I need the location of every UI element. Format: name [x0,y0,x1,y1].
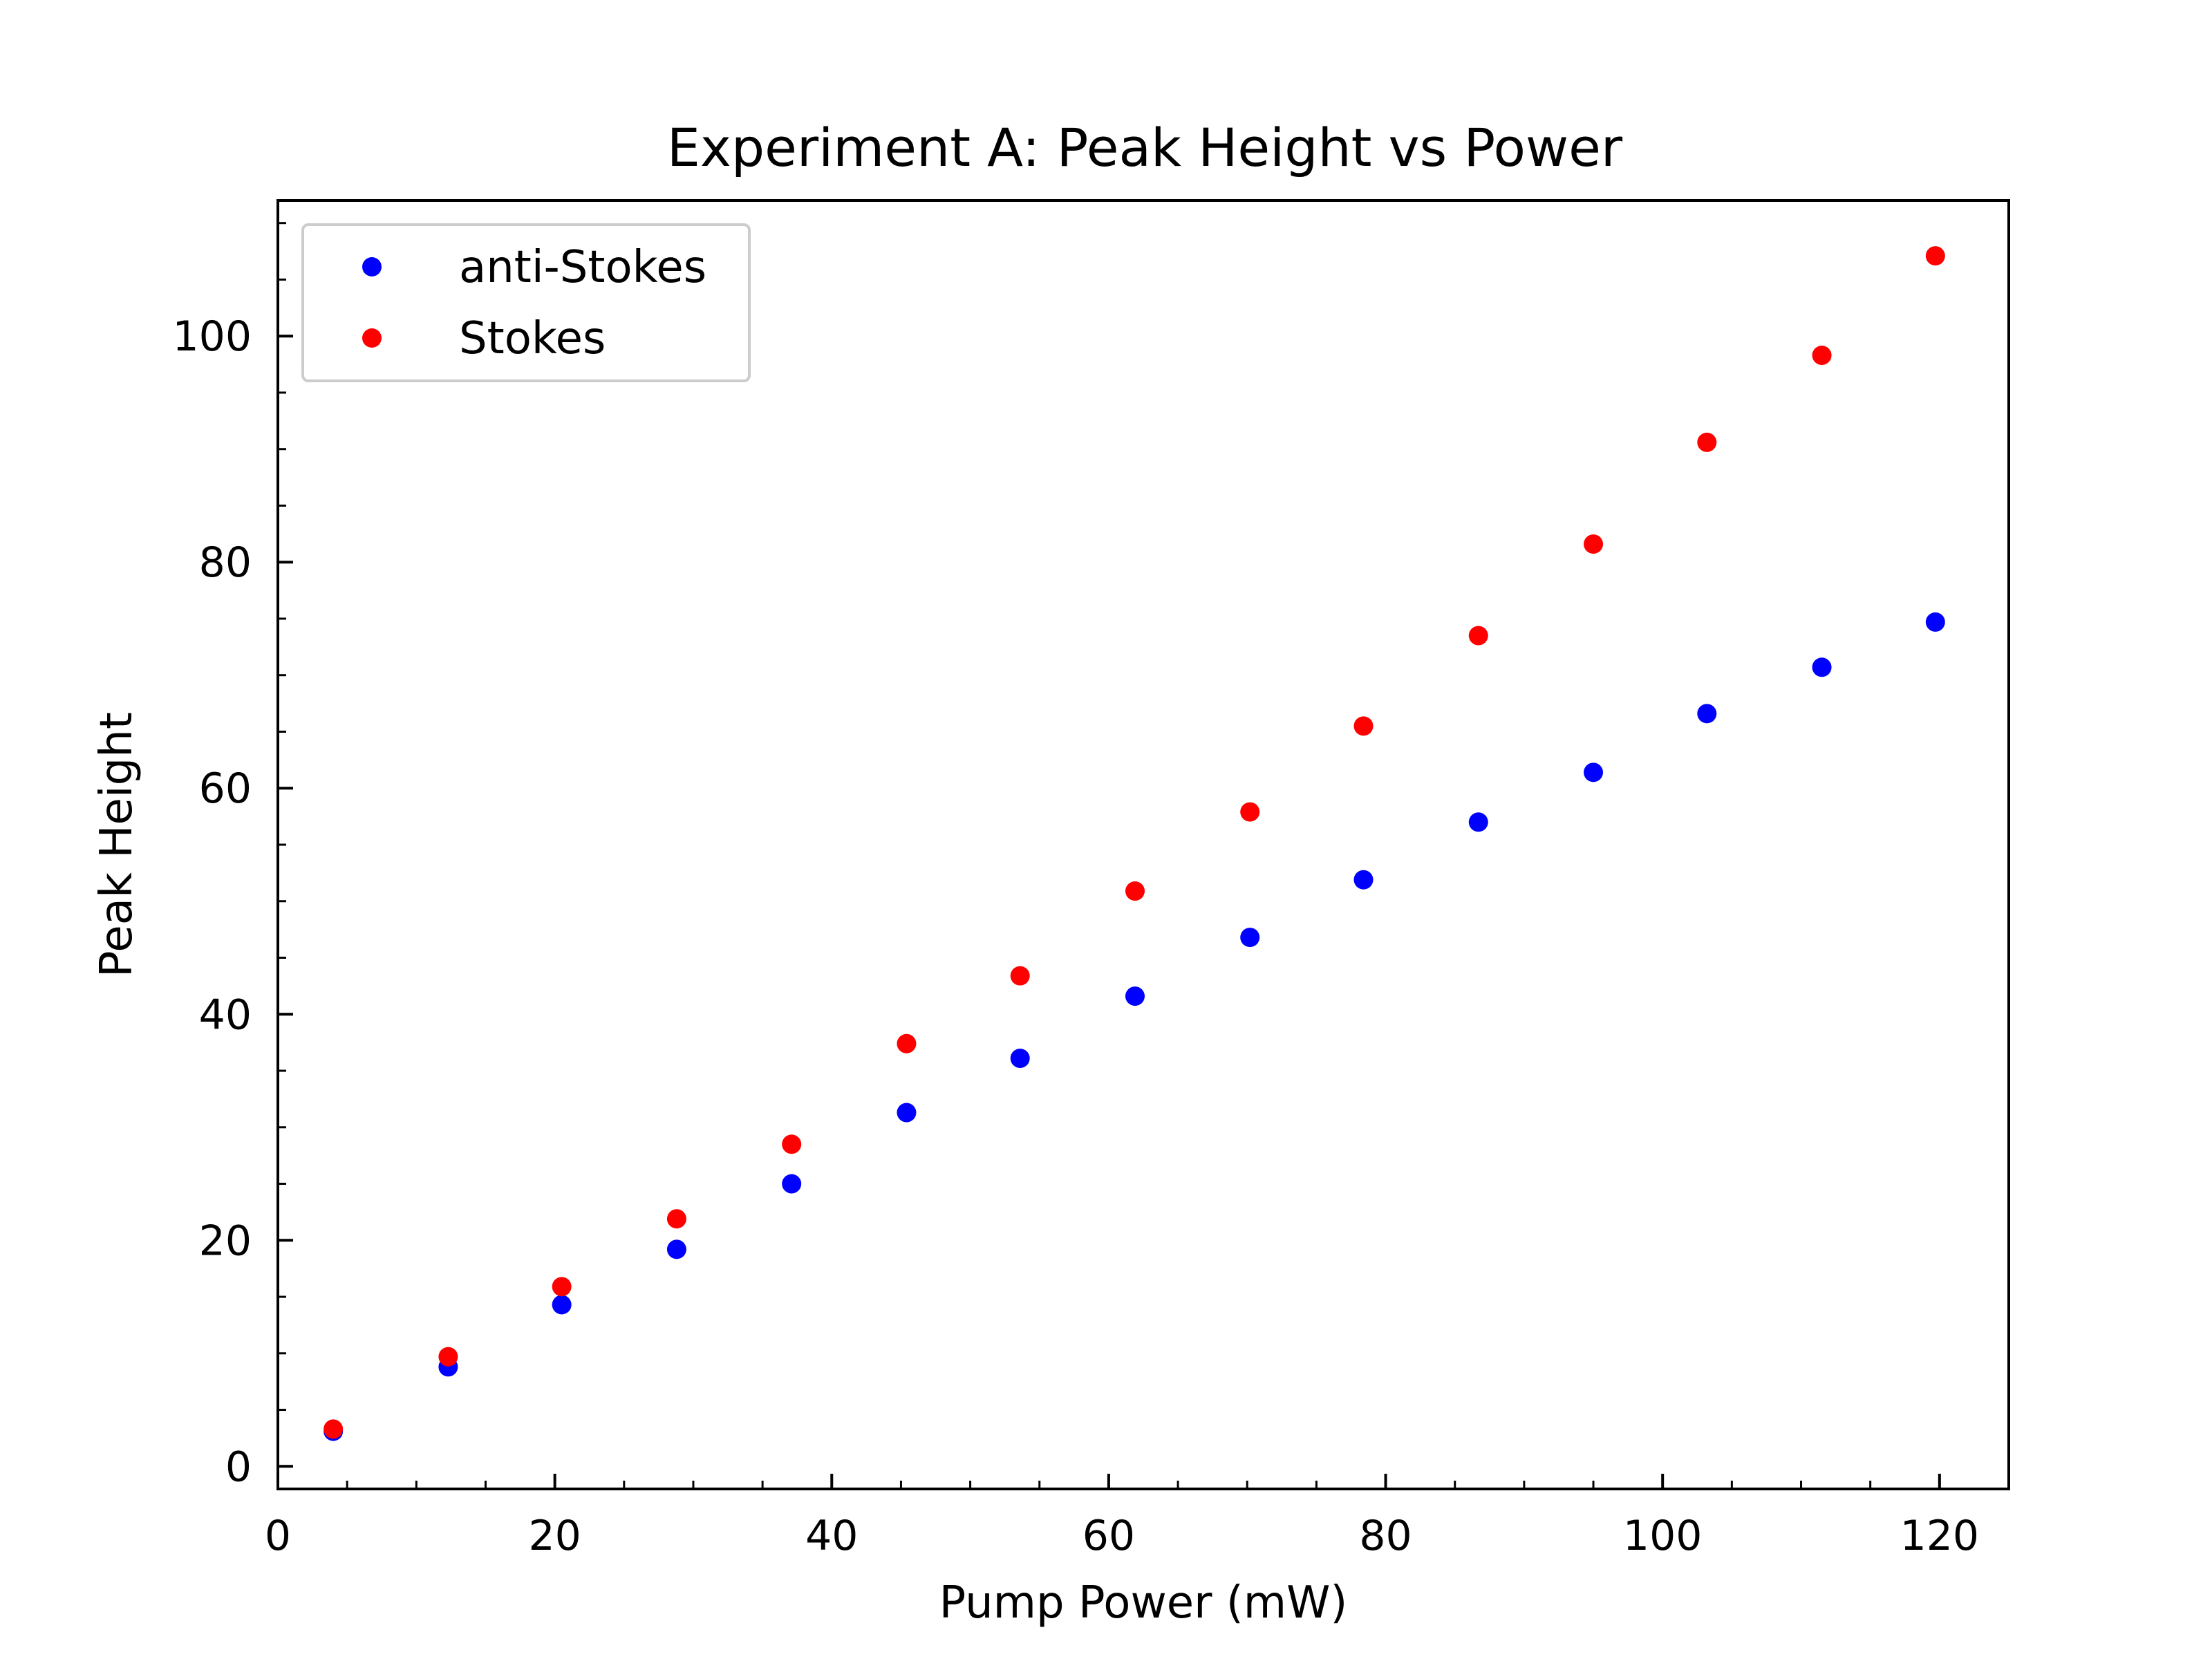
x-tick-label: 80 [1359,1512,1412,1560]
chart-title: Experiment A: Peak Height vs Power [667,117,1623,178]
data-point-anti-stokes [1468,812,1488,832]
legend-label: Stokes [459,313,606,364]
legend-marker [362,328,382,348]
x-tick-label: 0 [265,1512,291,1560]
data-point-stokes [1353,716,1374,736]
data-point-stokes [1812,346,1832,366]
data-point-stokes [897,1033,917,1053]
data-point-anti-stokes [552,1295,572,1315]
data-point-stokes [1468,626,1488,646]
axis-ticks: 0 20 40 60 80 100 120 0 20 40 60 80 100 [172,222,2010,1560]
legend-marker [362,257,382,276]
data-point-stokes [1697,432,1717,452]
y-tick-label: 0 [225,1443,252,1491]
data-point-stokes [666,1209,686,1229]
data-point-anti-stokes [1240,928,1260,948]
data-point-stokes [1010,966,1030,986]
x-tick-label: 40 [805,1512,858,1560]
data-point-anti-stokes [1812,657,1832,677]
data-point-anti-stokes [782,1174,802,1194]
data-point-anti-stokes [1925,612,1945,632]
data-point-stokes [1584,534,1604,554]
y-tick-label: 60 [199,765,252,813]
y-tick-label: 80 [199,538,252,587]
y-tick-label: 20 [199,1217,252,1265]
y-tick-label: 40 [199,991,252,1039]
data-point-anti-stokes [1584,762,1604,782]
x-tick-label: 60 [1082,1512,1135,1560]
data-point-stokes [438,1347,458,1367]
data-point-anti-stokes [1353,870,1374,890]
data-points [324,246,1945,1441]
x-axis-label: Pump Power (mW) [939,1577,1348,1629]
legend-frame [301,223,751,382]
data-point-stokes [782,1134,802,1154]
legend-label: anti-Stokes [459,242,706,293]
y-axis-label: Peak Height [91,712,142,977]
x-tick-label: 20 [528,1512,581,1560]
data-point-anti-stokes [666,1239,686,1259]
x-tick-label: 120 [1900,1512,1980,1560]
legend: anti-Stokes Stokes [301,223,751,382]
data-point-stokes [1240,802,1260,822]
data-point-anti-stokes [1125,986,1145,1006]
data-point-anti-stokes [897,1103,917,1123]
plot-area-frame [276,199,2010,1490]
data-point-stokes [1125,881,1145,901]
data-point-stokes [552,1277,572,1297]
data-point-stokes [324,1419,344,1439]
y-tick-label: 100 [172,312,252,361]
x-tick-label: 100 [1623,1512,1703,1560]
data-point-anti-stokes [1697,704,1717,724]
data-point-anti-stokes [1010,1049,1030,1069]
data-point-stokes [1925,246,1945,266]
